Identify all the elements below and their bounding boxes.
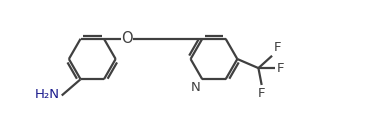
Text: F: F bbox=[277, 62, 284, 75]
Text: H₂N: H₂N bbox=[35, 88, 59, 101]
Text: F: F bbox=[274, 42, 281, 54]
Text: F: F bbox=[258, 87, 265, 100]
Text: N: N bbox=[191, 81, 201, 94]
Text: O: O bbox=[121, 31, 133, 46]
